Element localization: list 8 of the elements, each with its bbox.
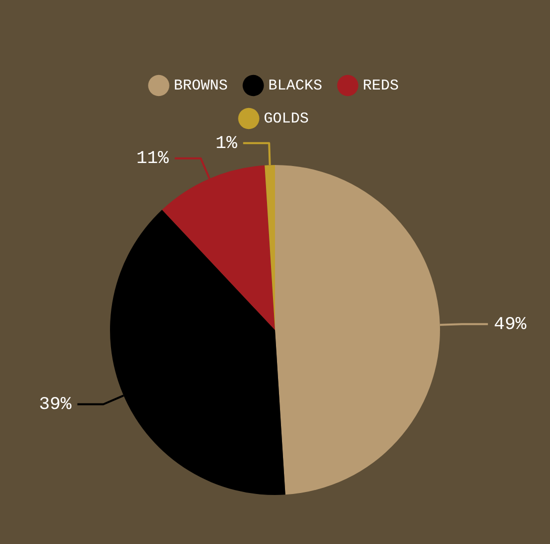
legend-label: BROWNS [174, 77, 228, 94]
legend-label: BLACKS [268, 77, 322, 94]
data-label: 11% [136, 149, 169, 170]
data-label: 49% [494, 314, 527, 335]
data-label: 39% [38, 395, 72, 416]
legend-label: REDS [362, 77, 399, 94]
legend-label: GOLDS [264, 110, 309, 128]
data-label: 1% [216, 134, 238, 154]
